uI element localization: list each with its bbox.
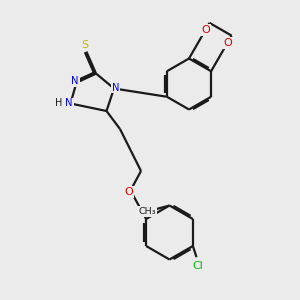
Text: O: O [223, 38, 232, 48]
Text: N: N [71, 76, 79, 86]
Text: O: O [124, 187, 134, 197]
Text: CH₃: CH₃ [138, 207, 156, 216]
Text: N: N [112, 82, 119, 93]
Text: H: H [56, 98, 63, 109]
Text: S: S [81, 40, 88, 50]
Text: Cl: Cl [193, 261, 203, 271]
Text: O: O [201, 25, 210, 35]
Text: N: N [65, 98, 73, 109]
